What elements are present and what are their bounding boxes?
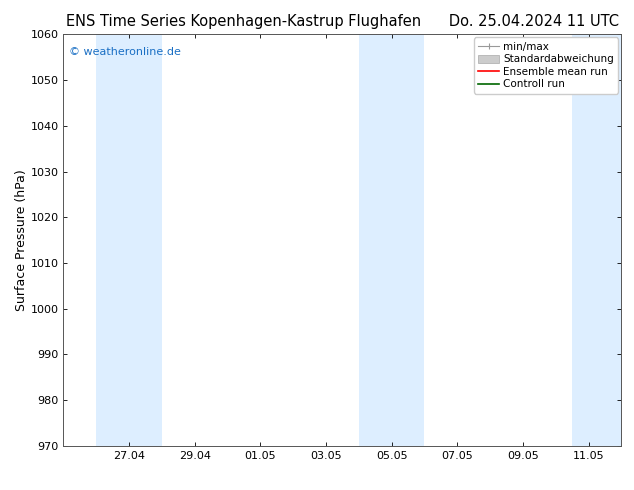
Bar bbox=[96, 34, 162, 446]
Title: ENS Time Series Kopenhagen-Kastrup Flughafen      Do. 25.04.2024 11 UTC: ENS Time Series Kopenhagen-Kastrup Flugh… bbox=[66, 14, 619, 29]
Bar bbox=[359, 34, 424, 446]
Legend: min/max, Standardabweichung, Ensemble mean run, Controll run: min/max, Standardabweichung, Ensemble me… bbox=[474, 37, 618, 94]
Y-axis label: Surface Pressure (hPa): Surface Pressure (hPa) bbox=[15, 169, 28, 311]
Bar bbox=[572, 34, 621, 446]
Text: © weatheronline.de: © weatheronline.de bbox=[69, 47, 181, 57]
